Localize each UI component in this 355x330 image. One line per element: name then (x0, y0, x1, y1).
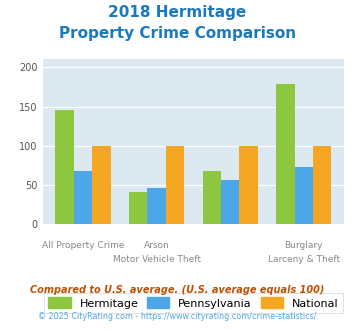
Bar (166, 146, 184, 224)
Text: Compared to U.S. average. (U.S. average equals 100): Compared to U.S. average. (U.S. average … (30, 285, 325, 295)
Text: Larceny & Theft: Larceny & Theft (268, 255, 340, 264)
Text: © 2025 CityRating.com - https://www.cityrating.com/crime-statistics/: © 2025 CityRating.com - https://www.city… (38, 312, 317, 321)
Bar (74, 171, 92, 224)
Text: Property Crime Comparison: Property Crime Comparison (59, 26, 296, 41)
Bar (276, 84, 295, 224)
Bar (55, 111, 74, 224)
Bar (240, 146, 258, 224)
Text: 2018 Hermitage: 2018 Hermitage (108, 5, 247, 20)
Text: Motor Vehicle Theft: Motor Vehicle Theft (113, 255, 201, 264)
Bar (221, 180, 240, 224)
Text: Arson: Arson (144, 241, 170, 250)
Bar (203, 171, 221, 224)
Bar (313, 146, 332, 224)
Bar (92, 146, 111, 224)
Text: Burglary: Burglary (285, 241, 323, 250)
Text: All Property Crime: All Property Crime (42, 241, 124, 250)
Bar (129, 192, 147, 224)
Bar (295, 167, 313, 224)
Legend: Hermitage, Pennsylvania, National: Hermitage, Pennsylvania, National (44, 293, 343, 313)
Bar (147, 188, 166, 224)
